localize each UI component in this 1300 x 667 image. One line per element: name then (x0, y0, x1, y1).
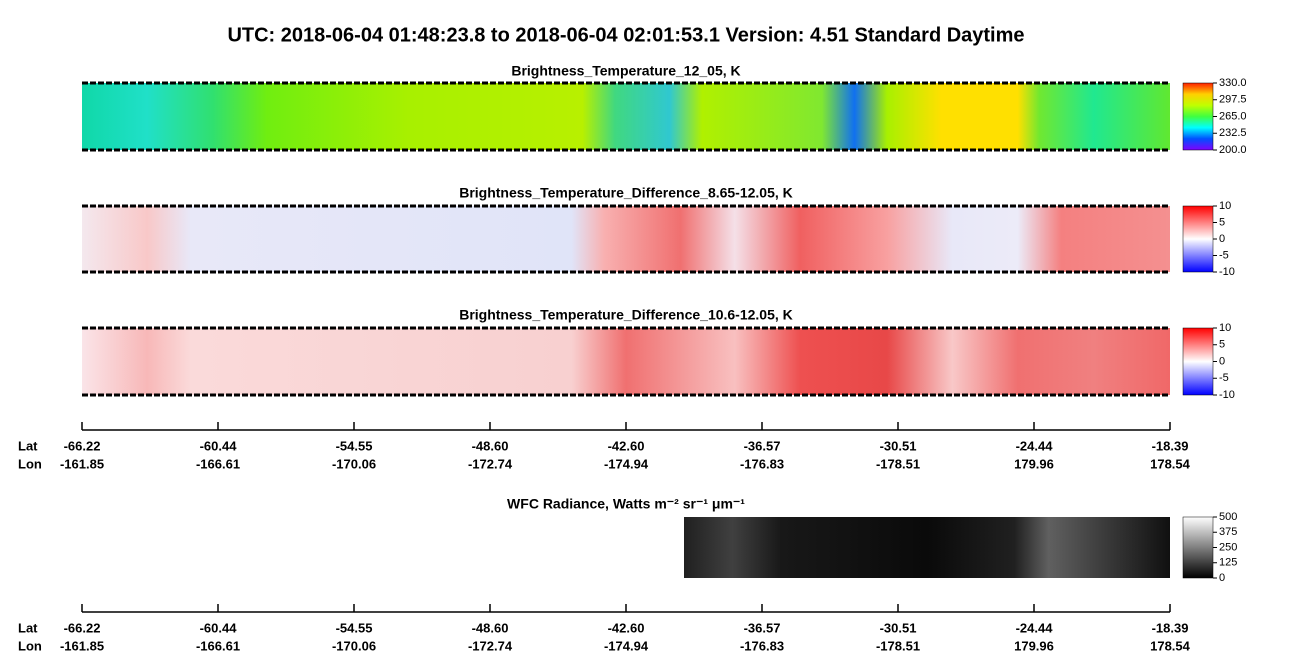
lon-tick-label: -166.61 (196, 638, 240, 653)
panel-title: Brightness_Temperature_Difference_10.6-1… (459, 307, 793, 323)
lat-tick-label: -54.55 (336, 620, 373, 635)
colorbar-tick-label: -5 (1219, 249, 1229, 261)
colorbar-tick-label: 330.0 (1219, 77, 1247, 89)
colorbar-tick-label: 5 (1219, 339, 1225, 351)
colorbar-tick-label: 265.0 (1219, 110, 1247, 122)
image-strip (82, 328, 1170, 395)
lat-tick-label: -42.60 (608, 620, 645, 635)
lat-tick-label: -54.55 (336, 438, 373, 453)
lat-tick-label: -24.44 (1016, 620, 1054, 635)
colorbar-tick-label: 500 (1219, 511, 1237, 523)
lat-tick-label: -66.22 (64, 438, 101, 453)
colorbar-tick-label: 200.0 (1219, 144, 1247, 156)
lat-tick-label: -18.39 (1152, 620, 1189, 635)
colorbar-tick-label: 297.5 (1219, 94, 1247, 106)
colorbar-tick-label: 375 (1219, 526, 1237, 538)
lon-tick-label: 179.96 (1014, 456, 1054, 471)
colorbar-tick-label: 232.5 (1219, 127, 1247, 139)
lon-tick-label: -166.61 (196, 456, 240, 471)
colorbar (1182, 82, 1214, 151)
colorbar-tick-label: 125 (1219, 557, 1237, 569)
colorbar-tick-label: 10 (1219, 322, 1231, 334)
lat-tick-label: -48.60 (472, 620, 509, 635)
lon-tick-label: -174.94 (604, 456, 649, 471)
lon-tick-label: 178.54 (1150, 638, 1191, 653)
colorbar-tick-label: 5 (1219, 216, 1225, 228)
lon-label: Lon (18, 456, 42, 471)
colorbar-tick-label: 250 (1219, 541, 1237, 553)
colorbar (1182, 516, 1214, 579)
colorbar-tick-label: 0 (1219, 233, 1225, 245)
panel-title: Brightness_Temperature_Difference_8.65-1… (459, 185, 793, 201)
lon-tick-label: -172.74 (468, 456, 513, 471)
page-title: UTC: 2018-06-04 01:48:23.8 to 2018-06-04… (227, 24, 1024, 46)
lon-tick-label: -170.06 (332, 456, 376, 471)
colorbar-tick-label: 0 (1219, 572, 1225, 584)
lon-tick-label: 179.96 (1014, 638, 1054, 653)
image-strip (82, 206, 1170, 272)
lon-tick-label: -161.85 (60, 638, 104, 653)
lon-tick-label: -178.51 (876, 638, 920, 653)
colorbar (1182, 327, 1214, 396)
colorbar-tick-label: -10 (1219, 266, 1235, 278)
lat-tick-label: -36.57 (744, 620, 781, 635)
lon-tick-label: 178.54 (1150, 456, 1191, 471)
colorbar-tick-label: -10 (1219, 389, 1235, 401)
lat-tick-label: -30.51 (880, 620, 917, 635)
lat-tick-label: -60.44 (200, 438, 238, 453)
panel-title: Brightness_Temperature_12_05, K (511, 63, 740, 79)
lat-tick-label: -36.57 (744, 438, 781, 453)
colorbar-tick-label: 0 (1219, 355, 1225, 367)
lat-tick-label: -18.39 (1152, 438, 1189, 453)
lat-tick-label: -30.51 (880, 438, 917, 453)
lon-tick-label: -174.94 (604, 638, 649, 653)
lon-tick-label: -176.83 (740, 638, 784, 653)
image-strip (82, 83, 1170, 150)
lat-tick-label: -42.60 (608, 438, 645, 453)
lon-tick-label: -176.83 (740, 456, 784, 471)
lat-tick-label: -60.44 (200, 620, 238, 635)
colorbar-tick-label: 10 (1219, 200, 1231, 212)
lon-tick-label: -178.51 (876, 456, 920, 471)
lat-label: Lat (18, 620, 38, 635)
colorbar (1182, 205, 1214, 273)
lon-tick-label: -172.74 (468, 638, 513, 653)
lat-tick-label: -48.60 (472, 438, 509, 453)
panel-title: WFC Radiance, Watts m⁻² sr⁻¹ μm⁻¹ (507, 496, 745, 512)
lon-tick-label: -161.85 (60, 456, 104, 471)
lat-label: Lat (18, 438, 38, 453)
lat-tick-label: -24.44 (1016, 438, 1054, 453)
lon-tick-label: -170.06 (332, 638, 376, 653)
lon-label: Lon (18, 638, 42, 653)
lat-tick-label: -66.22 (64, 620, 101, 635)
image-strip (684, 517, 1170, 578)
colorbar-tick-label: -5 (1219, 372, 1229, 384)
